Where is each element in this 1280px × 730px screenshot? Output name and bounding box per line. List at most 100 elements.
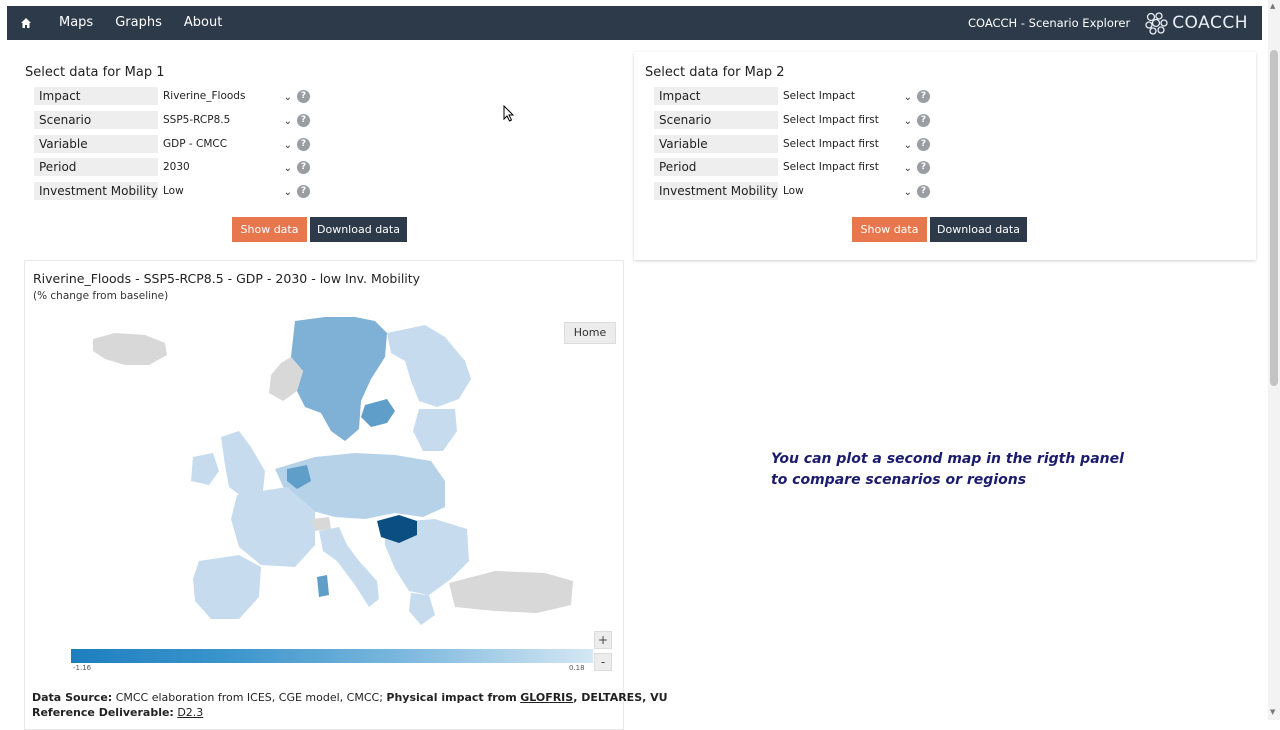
chevron-down-icon: ⌄ xyxy=(283,140,292,151)
help-icon[interactable]: ? xyxy=(917,137,930,151)
field-label: Variable xyxy=(654,135,778,153)
select-value: SSP5-RCP8.5 xyxy=(163,114,231,126)
show-data-button[interactable]: Show data xyxy=(232,217,307,242)
scenario-select[interactable]: SSP5-RCP8.5 ⌄ xyxy=(160,111,295,129)
investment-mobility-row: Investment Mobility Low ⌄ ? xyxy=(34,181,310,201)
select-value: Low xyxy=(783,185,804,197)
select-value: Select Impact first xyxy=(783,114,879,126)
nav-about[interactable]: About xyxy=(183,15,223,30)
scroll-thumb[interactable] xyxy=(1270,50,1278,386)
field-label: Impact xyxy=(654,87,778,105)
impact-row: Impact Select Impact ⌄ ? xyxy=(654,86,930,106)
period-select[interactable]: Select Impact first ⌄ xyxy=(780,158,915,176)
navbar: Maps Graphs About COACCH - Scenario Expl… xyxy=(7,6,1262,40)
show-data-button[interactable]: Show data xyxy=(852,217,927,242)
reference-link[interactable]: D2.3 xyxy=(177,706,204,719)
field-label: Investment Mobility xyxy=(654,182,778,200)
variable-row: Variable Select Impact first ⌄ ? xyxy=(654,134,930,154)
field-label: Period xyxy=(654,158,778,176)
map1-card: Riverine_Floods - SSP5-RCP8.5 - GDP - 20… xyxy=(24,260,624,730)
select-value: Select Impact first xyxy=(783,161,879,173)
zoom-in-button[interactable]: + xyxy=(594,631,612,649)
investment-mobility-select[interactable]: Low ⌄ xyxy=(160,182,295,200)
europe-map[interactable] xyxy=(25,261,624,681)
ireland-region xyxy=(191,453,219,485)
chevron-down-icon: ⌄ xyxy=(283,163,292,174)
investment-mobility-select[interactable]: Low ⌄ xyxy=(780,182,915,200)
second-map-hint: You can plot a second map in the rigth p… xyxy=(771,451,1124,488)
help-icon[interactable]: ? xyxy=(297,137,310,151)
page-scrollbar[interactable]: ▲ ▼ xyxy=(1268,0,1280,720)
help-icon[interactable]: ? xyxy=(297,89,310,103)
help-icon[interactable]: ? xyxy=(297,160,310,174)
chevron-down-icon: ⌄ xyxy=(903,116,912,127)
mouse-cursor-icon xyxy=(503,105,515,122)
source-physical-label: Physical impact from xyxy=(386,691,517,704)
panel-title: Select data for Map 2 xyxy=(645,65,785,80)
chevron-down-icon: ⌄ xyxy=(903,92,912,103)
legend-min-label: -1.16 xyxy=(73,664,92,672)
chevron-down-icon: ⌄ xyxy=(903,187,912,198)
zoom-out-button[interactable]: - xyxy=(594,653,612,671)
switzerland-region xyxy=(311,517,331,531)
uk-region xyxy=(221,431,265,499)
select-value: GDP - CMCC xyxy=(163,138,228,150)
scenario-select[interactable]: Select Impact first ⌄ xyxy=(780,111,915,129)
greece-region xyxy=(409,593,435,625)
help-icon[interactable]: ? xyxy=(917,184,930,198)
nav-maps[interactable]: Maps xyxy=(59,15,94,30)
data-source: Data Source: CMCC elaboration from ICES,… xyxy=(32,690,668,720)
help-icon[interactable]: ? xyxy=(917,113,930,127)
field-label: Impact xyxy=(34,87,158,105)
home-icon[interactable] xyxy=(7,6,45,40)
download-data-button[interactable]: Download data xyxy=(930,217,1027,242)
select-value: Riverine_Floods xyxy=(163,90,246,102)
reference-label: Reference Deliverable: xyxy=(32,706,174,719)
field-label: Period xyxy=(34,158,158,176)
help-icon[interactable]: ? xyxy=(297,113,310,127)
map1-panel: Select data for Map 1 Impact Riverine_Fl… xyxy=(14,52,630,254)
nav-graphs[interactable]: Graphs xyxy=(115,15,162,30)
baltics-region xyxy=(413,409,457,451)
scenario-row: Scenario Select Impact first ⌄ ? xyxy=(654,110,930,130)
select-value: Select Impact first xyxy=(783,138,879,150)
select-value: Low xyxy=(163,185,184,197)
field-label: Scenario xyxy=(34,111,158,129)
benelux-region xyxy=(287,465,311,489)
italy-region xyxy=(319,527,379,607)
field-label: Variable xyxy=(34,135,158,153)
variable-select[interactable]: Select Impact first ⌄ xyxy=(780,135,915,153)
chevron-down-icon: ⌄ xyxy=(903,163,912,174)
brand-title[interactable]: COACCH - Scenario Explorer xyxy=(967,16,1131,30)
help-icon[interactable]: ? xyxy=(917,89,930,103)
impact-select[interactable]: Riverine_Floods ⌄ xyxy=(160,87,295,105)
period-row: Period Select Impact first ⌄ ? xyxy=(654,157,930,177)
period-select[interactable]: 2030 ⌄ xyxy=(160,158,295,176)
variable-row: Variable GDP - CMCC ⌄ ? xyxy=(34,134,310,154)
variable-select[interactable]: GDP - CMCC ⌄ xyxy=(160,135,295,153)
impact-select[interactable]: Select Impact ⌄ xyxy=(780,87,915,105)
coacch-logo[interactable]: COACCH xyxy=(1144,11,1248,35)
hungary-region xyxy=(377,515,417,543)
source-text: CMCC elaboration from ICES, CGE model, C… xyxy=(115,691,383,704)
select-value: Select Impact xyxy=(783,90,856,102)
download-data-button[interactable]: Download data xyxy=(310,217,407,242)
map-home-button[interactable]: Home xyxy=(564,322,616,344)
map-subtitle: (% change from baseline) xyxy=(33,290,169,302)
scandinavia-region xyxy=(291,317,387,441)
help-icon[interactable]: ? xyxy=(917,160,930,174)
help-icon[interactable]: ? xyxy=(297,184,310,198)
period-row: Period 2030 ⌄ ? xyxy=(34,157,310,177)
scroll-up-icon[interactable]: ▲ xyxy=(1270,2,1276,10)
sweden-south-region xyxy=(361,399,395,427)
scroll-down-icon[interactable]: ▼ xyxy=(1270,708,1276,716)
norway-coast-region xyxy=(269,357,303,401)
glofris-link[interactable]: GLOFRIS xyxy=(520,691,574,704)
legend-max-label: 0.18 xyxy=(569,664,585,672)
select-value: 2030 xyxy=(163,161,190,173)
source-label: Data Source: xyxy=(32,691,113,704)
central-europe-region xyxy=(275,453,445,519)
field-label: Investment Mobility xyxy=(34,182,158,200)
source-deltares: , DELTARES, VU xyxy=(573,691,668,704)
investment-mobility-row: Investment Mobility Low ⌄ ? xyxy=(654,181,930,201)
